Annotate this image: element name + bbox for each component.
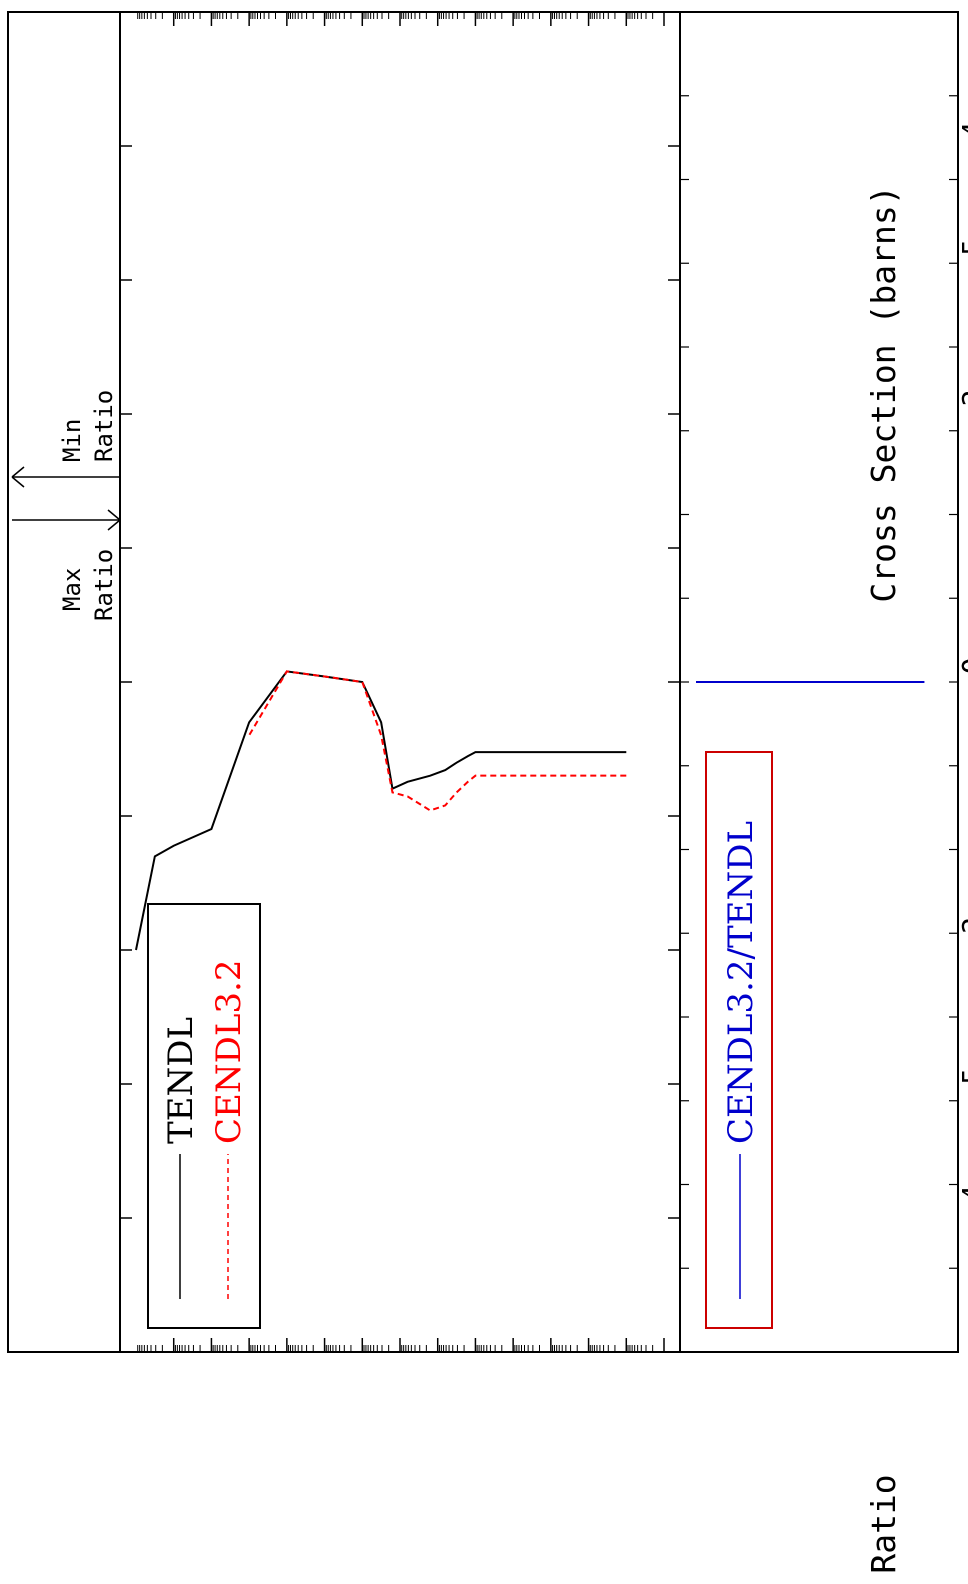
min-ratio-arrow [107, 509, 121, 521]
max-ratio-arrow [11, 476, 25, 488]
min-ratio-label: Min [58, 419, 86, 462]
cs-y-tick-label: 102 [956, 389, 968, 454]
max-ratio-label: Max [58, 568, 86, 611]
cross-section-legend: TENDL CENDL3.2 [147, 903, 261, 1329]
tendl-legend-label: TENDL [161, 1017, 201, 1144]
cs-y-tick-label: 104 [956, 121, 968, 186]
min-ratio-arrow [107, 519, 121, 531]
min-ratio-label: Ratio [90, 390, 118, 462]
cendl-legend-label: CENDL3.2 [209, 960, 249, 1145]
max-ratio-label: Ratio [90, 549, 118, 621]
ratio-y-tick-label: 100 [956, 657, 968, 722]
ratio-legend-label: CENDL3.2/TENDL [721, 821, 761, 1144]
cendl32-line [248, 670, 627, 812]
tendl-line [135, 670, 627, 951]
ratio-y-tick-label: 105 [956, 239, 968, 304]
cs-y-tick-label: 100 [956, 657, 968, 722]
ratio-axis-title: Ratio [864, 1474, 903, 1573]
cross-section-y-tick-labels: 104 102 100 10-2 10-4 [956, 121, 968, 1266]
cs-y-tick-label: 10-2 [956, 917, 968, 999]
axis-ticks [120, 11, 958, 1353]
ratio-y-tick-labels: 105 100 10-5 [956, 239, 968, 1150]
ratio-legend-box [705, 751, 773, 1329]
max-ratio-arrow [11, 466, 25, 478]
rotated-plot-area: Cross Section (barns) Ratio Max Ratio Mi… [7, 11, 968, 1574]
cross-section-legend-box [147, 903, 261, 1329]
ratio-legend: CENDL3.2/TENDL [705, 751, 773, 1329]
annotation-bar: Max Ratio Min Ratio [7, 11, 121, 1353]
cs-y-tick-label: 10-4 [956, 1185, 968, 1267]
cross-section-axis-title: Cross Section (barns) [864, 185, 903, 602]
annotation-frame [7, 11, 121, 1353]
ratio-y-tick-label: 10-5 [956, 1068, 968, 1150]
cross-section-data [135, 670, 627, 951]
